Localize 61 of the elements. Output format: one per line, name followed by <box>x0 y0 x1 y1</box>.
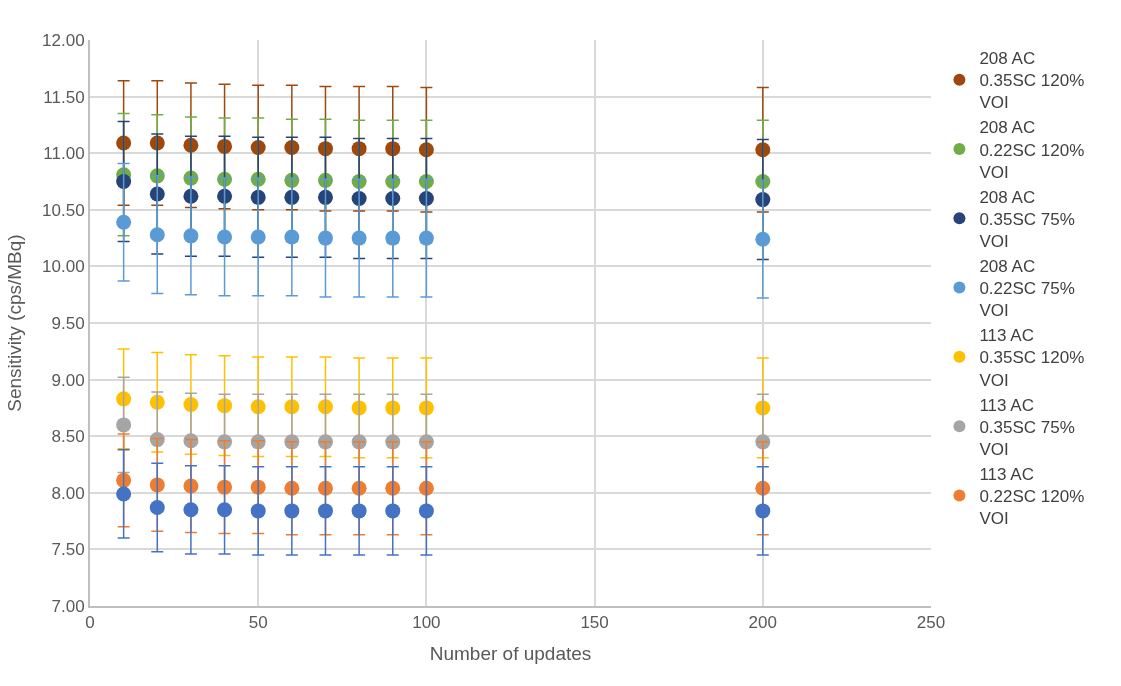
y-tick-label: 10.00 <box>42 257 85 277</box>
point <box>116 214 132 230</box>
y-tick-label: 9.50 <box>51 313 85 333</box>
point <box>317 141 333 157</box>
x-tick-label: 150 <box>580 613 609 633</box>
point <box>317 480 333 496</box>
x-tick-label: 200 <box>748 613 777 633</box>
y-tick-label: 7.00 <box>51 596 85 616</box>
point <box>183 502 199 518</box>
legend-label: 208 AC 0.35SC 75% VOI <box>979 187 1075 251</box>
x-tick-label: 50 <box>248 613 268 633</box>
point <box>351 503 367 519</box>
point <box>116 174 132 189</box>
x-tick-label: 0 <box>85 613 95 633</box>
point <box>317 189 333 205</box>
legend-label: 113 AC 0.35SC 75% VOI <box>979 395 1075 459</box>
point <box>250 229 266 245</box>
y-tick-label: 10.50 <box>42 200 85 220</box>
point <box>418 190 434 206</box>
point <box>217 138 233 154</box>
point <box>418 480 434 496</box>
legend-label: 113 AC 0.22SC 120% VOI <box>979 464 1085 529</box>
point <box>116 486 132 502</box>
point <box>385 230 401 246</box>
point <box>284 229 300 245</box>
point <box>385 503 401 519</box>
y-tick-label: 8.00 <box>51 483 85 503</box>
point <box>755 503 771 519</box>
y-tick-label: 12.00 <box>42 30 85 50</box>
y-tick-label: 9.00 <box>51 370 85 390</box>
x-tick-label: 250 <box>916 613 946 633</box>
point <box>183 228 199 244</box>
legend-label: 208 AC 0.22SC 120% VOI <box>979 118 1085 182</box>
point <box>284 503 300 519</box>
legend-label: 208 AC 0.35SC 120% VOI <box>979 49 1085 113</box>
point <box>217 398 233 414</box>
y-tick-label: 7.50 <box>51 540 85 560</box>
y-axis-title: Sensitivity (cps/MBq) <box>4 234 26 412</box>
point <box>418 230 434 246</box>
y-tick-label: 11.50 <box>43 87 85 107</box>
point <box>116 417 132 433</box>
point <box>351 230 367 246</box>
point <box>116 391 132 407</box>
point <box>217 188 233 204</box>
point <box>149 500 165 516</box>
point <box>250 503 266 519</box>
x-axis-title: Number of updates <box>429 642 592 664</box>
point <box>317 230 333 246</box>
point <box>217 229 233 245</box>
x-tick-label: 100 <box>412 613 441 633</box>
legend-label: 113 AC 0.35SC 120% VOI <box>979 326 1085 390</box>
y-tick-label: 8.50 <box>51 427 85 447</box>
y-tick-label: 11.00 <box>43 144 85 164</box>
point <box>418 503 434 519</box>
point <box>755 231 771 247</box>
point <box>317 399 333 415</box>
point <box>217 502 233 518</box>
point <box>418 142 434 158</box>
point <box>317 503 333 519</box>
point <box>149 227 165 243</box>
legend-label: 208 AC 0.22SC 75% VOI <box>979 257 1075 321</box>
